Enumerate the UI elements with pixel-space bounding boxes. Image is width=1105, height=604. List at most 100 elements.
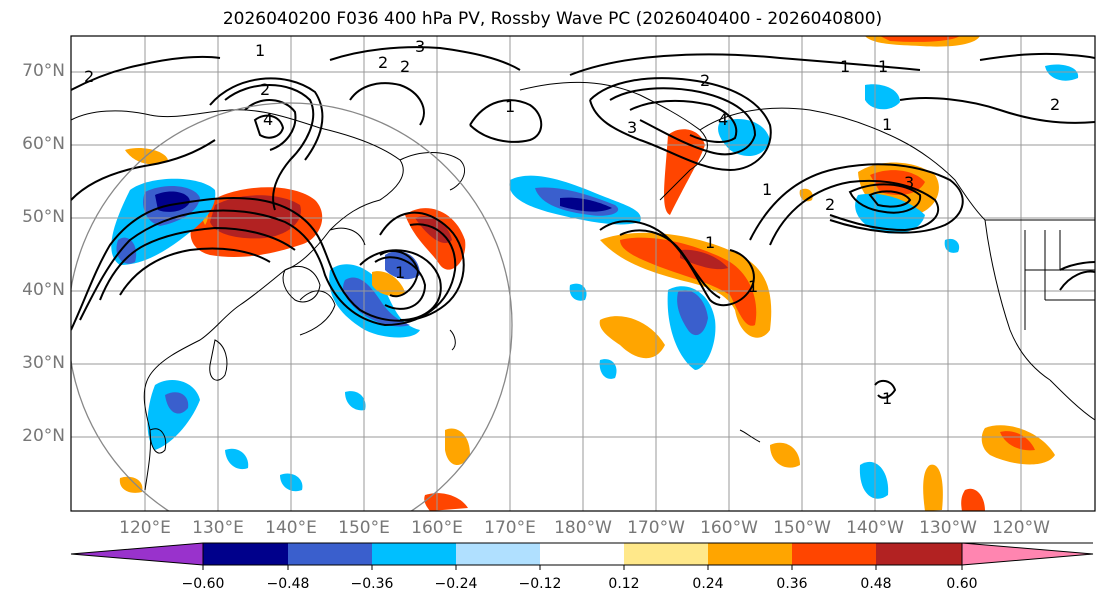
contour-label: 1 [840, 57, 850, 76]
colorbar-tick-label: −0.12 [518, 576, 562, 592]
contour-label-group: 1 2 3 2 2 1 2 3 4 1 1 1 2 1 3 2 2 4 1 1 … [84, 37, 1060, 408]
colorbar-outline [70, 542, 1094, 566]
negative-anomaly [865, 84, 900, 110]
negative-anomaly [225, 448, 249, 470]
colorbar-tick-label: −0.48 [266, 576, 310, 592]
negative-anomaly [343, 277, 410, 327]
colorbar-tick-label: 0.36 [776, 576, 808, 592]
lon-label: 130°E [192, 518, 244, 538]
colorbar-segment [288, 543, 373, 565]
contour-label: 4 [263, 110, 273, 129]
lon-label: 180°W [554, 518, 612, 538]
positive-anomaly [599, 316, 665, 359]
contour-label: 1 [748, 277, 758, 296]
colorbar-segment [876, 543, 962, 565]
positive-anomaly [1000, 431, 1035, 451]
contour-label: 1 [255, 41, 265, 60]
colorbar-extend-low [71, 543, 203, 565]
positive-anomaly [923, 464, 943, 511]
colorbar-segment [708, 543, 793, 565]
positive-anomaly [372, 271, 405, 296]
positive-anomaly [961, 488, 985, 511]
lon-label: 120°W [992, 518, 1050, 538]
contour-label: 1 [882, 389, 892, 408]
positive-anomaly [415, 216, 452, 244]
lon-label: 130°W [919, 518, 977, 538]
lat-label: 50°N [22, 207, 65, 227]
lon-label: 120°E [119, 518, 171, 538]
pv-contours [71, 46, 1095, 399]
lon-label: 150°W [773, 518, 831, 538]
colorbar-tick-label: 0.12 [608, 576, 640, 592]
negative-anomaly [1045, 64, 1079, 81]
colorbar-segment [456, 543, 541, 565]
lat-label: 20°N [22, 426, 65, 446]
lon-label: 160°W [700, 518, 758, 538]
map-layers: 1 2 3 2 2 1 2 3 4 1 1 1 2 1 3 2 2 4 1 1 … [71, 36, 1095, 511]
negative-anomaly [677, 290, 708, 336]
contour-label: 1 [762, 180, 772, 199]
positive-anomaly [770, 442, 800, 468]
influence-circle [71, 102, 513, 511]
contour-label: 1 [705, 233, 715, 252]
contour-label: 3 [415, 37, 425, 56]
lon-label: 140°E [265, 518, 317, 538]
negative-anomaly [345, 391, 366, 411]
contour-label: 2 [400, 57, 410, 76]
graticule [71, 36, 1095, 511]
contour-label: 2 [378, 53, 388, 72]
lat-label: 30°N [22, 353, 65, 373]
colorbar-tick-label: 0.24 [692, 576, 724, 592]
contour-label: 4 [718, 110, 728, 129]
contour-label: 1 [878, 57, 888, 76]
contour-label: 2 [825, 195, 835, 214]
contour-label: 2 [700, 71, 710, 90]
lon-label: 150°E [338, 518, 390, 538]
pc-anomaly-shading [111, 36, 1079, 511]
colorbar-extend-high [962, 543, 1093, 565]
positive-anomaly [119, 476, 143, 493]
colorbar-tick-label: −0.60 [181, 576, 225, 592]
colorbar [70, 542, 1094, 570]
contour-label: 1 [505, 97, 515, 116]
lat-label: 60°N [22, 134, 65, 154]
positive-anomaly [880, 36, 960, 42]
colorbar-ticks [202, 565, 963, 570]
contour-label: 3 [627, 118, 637, 137]
positive-anomaly [210, 195, 301, 239]
map-title: 2026040200 F036 400 hPa PV, Rossby Wave … [222, 9, 883, 29]
positive-anomaly [620, 237, 757, 326]
contour-label: 1 [882, 115, 892, 134]
positive-anomaly [424, 493, 468, 511]
lon-label: 170°E [484, 518, 536, 538]
negative-anomaly [147, 380, 200, 450]
lon-label: 160°E [411, 518, 463, 538]
lat-label: 40°N [22, 280, 65, 300]
colorbar-tick-label: 0.48 [860, 576, 892, 592]
contour-label: 2 [1050, 95, 1060, 114]
colorbar-segment [624, 543, 709, 565]
negative-anomaly [859, 461, 889, 499]
negative-anomaly [560, 197, 612, 212]
coastlines [71, 81, 1095, 491]
positive-anomaly [445, 428, 470, 466]
lon-label: 170°W [627, 518, 685, 538]
lon-label: 140°W [846, 518, 904, 538]
colorbar-segment [792, 543, 877, 565]
colorbar-segment [203, 543, 288, 565]
map-frame [70, 35, 1096, 512]
colorbar-tick-label: 0.60 [946, 576, 978, 592]
contour-label: 3 [904, 173, 914, 192]
positive-anomaly [664, 129, 705, 215]
lat-label: 70°N [22, 61, 65, 81]
contour-label: 2 [84, 67, 94, 86]
negative-anomaly [116, 237, 137, 264]
negative-anomaly [718, 119, 770, 156]
colorbar-segment [372, 543, 457, 565]
negative-anomaly [165, 392, 189, 414]
negative-anomaly [569, 283, 587, 301]
positive-anomaly [680, 249, 728, 270]
colorbar-tick-label: −0.36 [350, 576, 394, 592]
colorbar-segment [540, 543, 625, 565]
